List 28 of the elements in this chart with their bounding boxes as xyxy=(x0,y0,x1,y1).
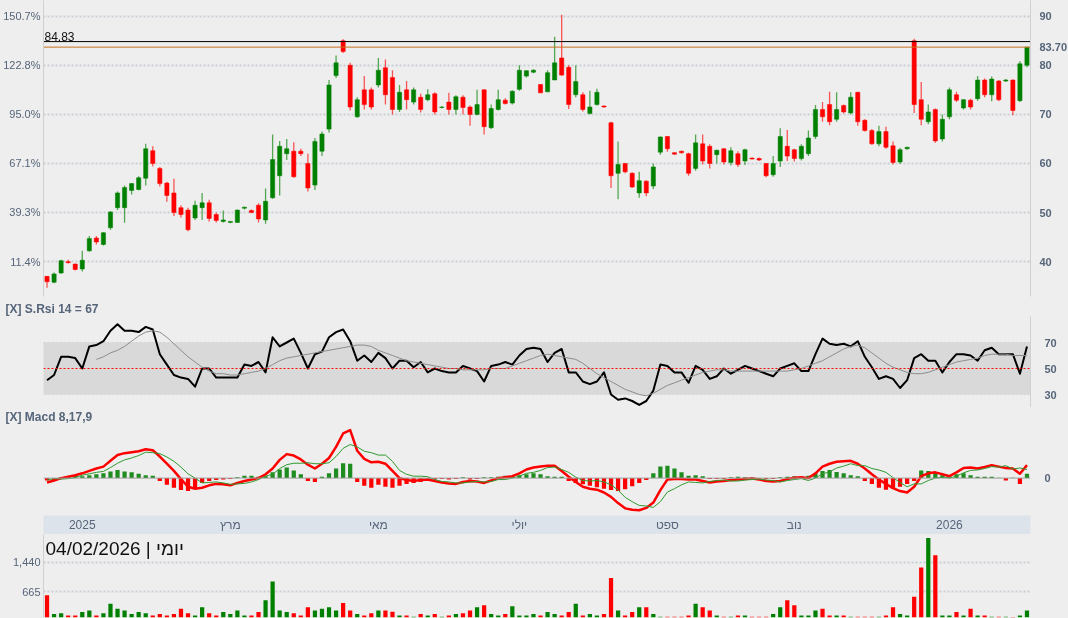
y-tick-label: 1,440 xyxy=(12,556,41,569)
y-tick-label: 67.1% xyxy=(9,157,41,170)
x-tick-label: מרץ xyxy=(219,517,241,532)
x-tick-label: מאי xyxy=(368,517,388,532)
y-tick-label: 150.7% xyxy=(3,10,41,23)
chart-title: [X] Macd 8,17,9 xyxy=(5,410,93,424)
y-tick-label: 665 xyxy=(22,585,41,598)
chart-title: יומי | 04/02/2026 xyxy=(45,537,184,559)
y2-tick-label: 60 xyxy=(1039,157,1052,170)
y2-tick-label: 80 xyxy=(1039,59,1052,72)
y-tick-label: 30 xyxy=(1044,388,1057,401)
y-tick-label: 70 xyxy=(1044,336,1057,349)
y-tick-label: 122.8% xyxy=(3,59,41,72)
y-tick-label: 50 xyxy=(1044,362,1057,375)
y-tick-label: 39.3% xyxy=(9,206,41,219)
ref-line-label: 84.83 xyxy=(44,29,75,44)
ref-line-label: 0 xyxy=(1044,472,1051,485)
x-tick-label: יולי xyxy=(511,517,528,532)
y2-tick-label: 90 xyxy=(1039,10,1052,23)
x-tick-label: 2026 xyxy=(936,517,964,532)
y2-tick-label: 40 xyxy=(1039,255,1052,268)
x-tick-label: 2025 xyxy=(68,517,96,532)
y2-tick-label: 83.70 xyxy=(1039,41,1068,54)
chart-title: [X] S.Rsi 14 = 67 xyxy=(5,302,99,316)
x-tick-label: נוב xyxy=(786,517,802,532)
y-tick-label: 11.4% xyxy=(10,255,41,268)
y-tick-label: 95.0% xyxy=(9,108,41,121)
x-tick-label: ספט xyxy=(655,517,680,532)
